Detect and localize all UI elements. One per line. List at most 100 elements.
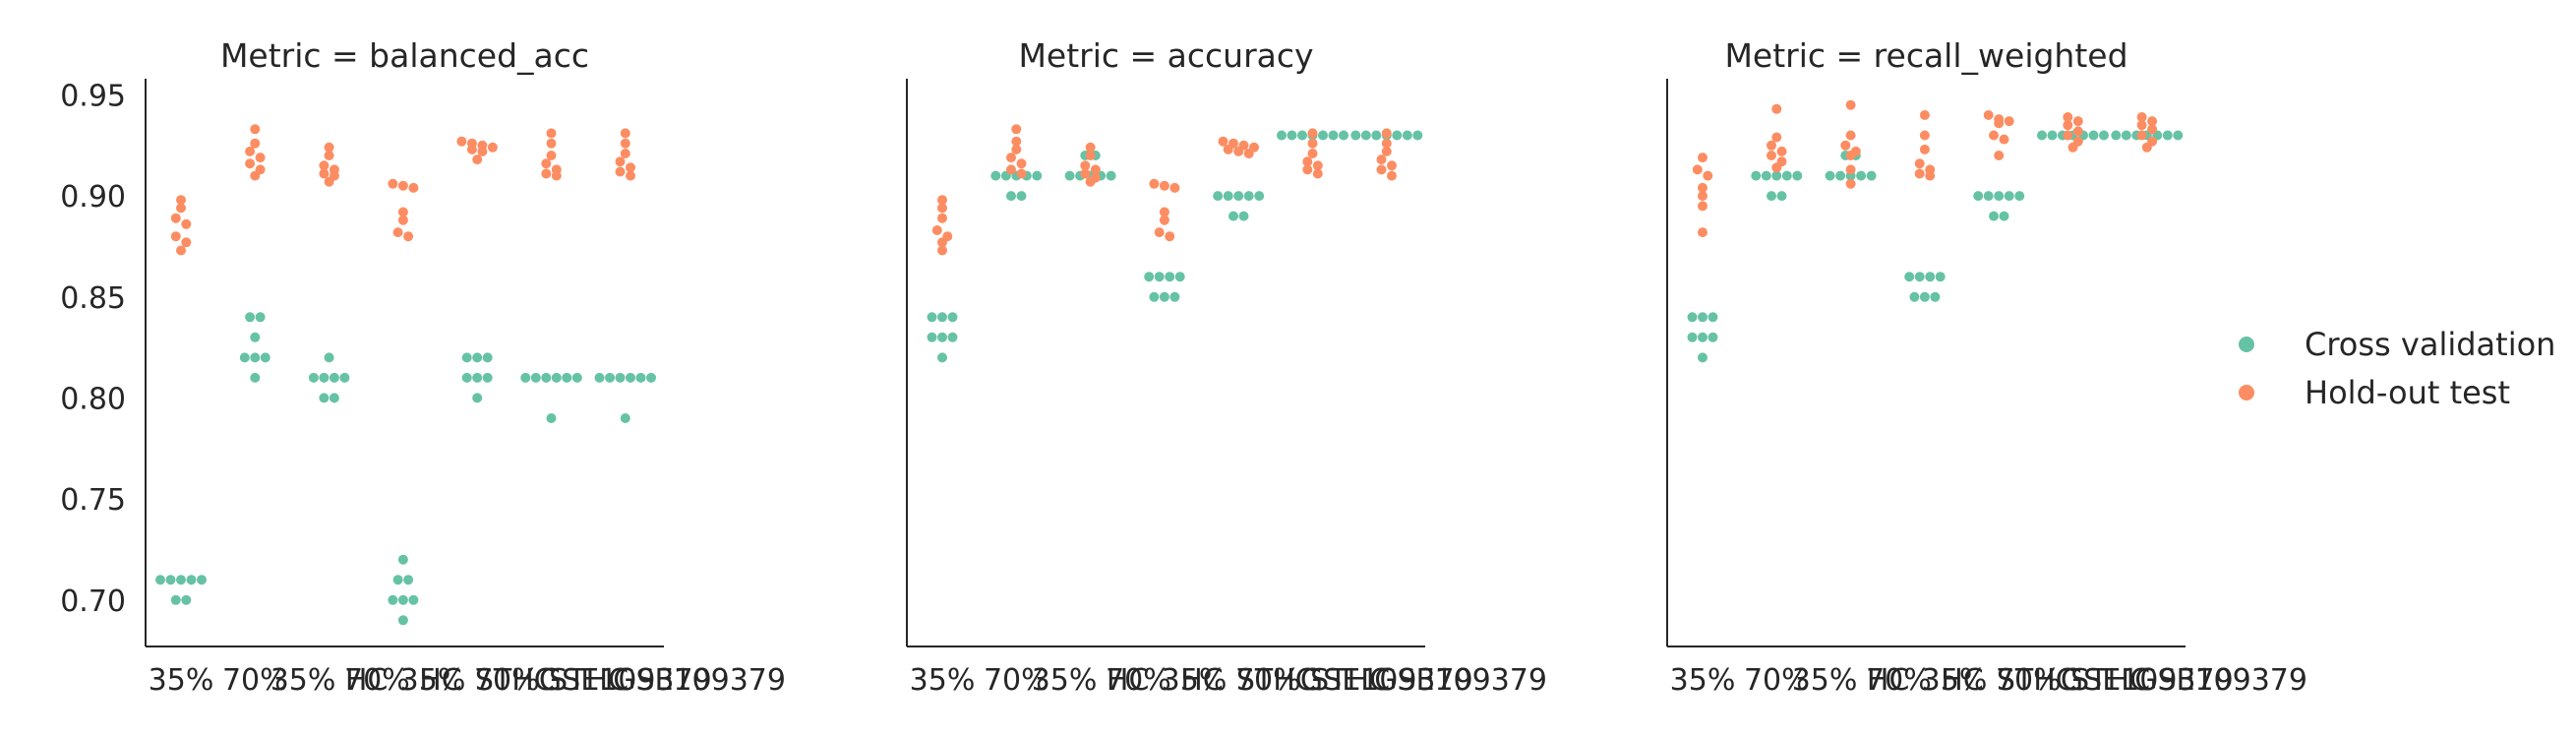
hold-out-test-category-4 xyxy=(1914,110,1936,181)
hold-out-test-point xyxy=(1312,168,1323,179)
cross-validation-point xyxy=(1989,211,1999,221)
cross-validation-point xyxy=(520,372,531,383)
hold-out-test-point xyxy=(1698,153,1707,163)
cross-validation-point xyxy=(482,352,493,363)
legend-label-cross-validation: Cross validation xyxy=(2305,326,2555,363)
hold-out-test-category-6 xyxy=(1302,128,1323,179)
cross-validation-point xyxy=(546,413,557,423)
cross-validation-point xyxy=(260,352,270,363)
x-tick-label-gse109379: GSE109379 xyxy=(539,663,712,698)
cross-validation-point xyxy=(635,372,646,383)
hold-out-test-point xyxy=(1994,151,2005,160)
cross-validation-category-7 xyxy=(2111,130,2184,141)
hold-out-test-point xyxy=(931,225,942,235)
cross-validation-point xyxy=(1904,272,1915,282)
hold-out-test-category-3 xyxy=(1080,142,1101,187)
x-tick-label-70-hc: 70% HC xyxy=(1106,663,1224,698)
hold-out-test-point xyxy=(626,170,635,181)
hold-out-test-point xyxy=(324,176,334,187)
hold-out-test-category-1 xyxy=(1692,153,1713,238)
cross-validation-point xyxy=(155,575,165,585)
hold-out-test-point xyxy=(551,170,562,181)
cross-validation-point xyxy=(551,372,562,383)
cross-validation-point xyxy=(1935,272,1946,282)
x-tick-label-gse109379: GSE109379 xyxy=(1300,663,1473,698)
cross-validation-point xyxy=(461,372,472,383)
cross-validation-point xyxy=(1866,170,1877,181)
cross-validation-point xyxy=(646,372,656,383)
hold-out-test-point xyxy=(477,146,488,156)
cross-validation-point xyxy=(1106,170,1116,181)
hold-out-test-point xyxy=(1085,142,1096,153)
x-tick-label-35-hc: 35% HC xyxy=(1792,663,1910,698)
hold-out-test-point xyxy=(1698,182,1707,193)
cross-validation-point xyxy=(1994,191,2005,202)
cross-validation-point xyxy=(1767,191,1776,202)
hold-out-test-point xyxy=(245,146,256,156)
hold-out-test-point xyxy=(2136,120,2147,131)
hold-out-test-point xyxy=(615,166,626,177)
panels-layer: Metric = balanced_acc 0.70 0.75 0.80 0.85 0.9… xyxy=(60,36,2307,698)
cross-validation-point xyxy=(165,575,176,585)
x-tick-label-35-sthc: 35% STHC xyxy=(1162,663,1316,698)
hold-out-test-category-5 xyxy=(1218,136,1259,158)
cross-validation-category-5 xyxy=(1973,191,2025,221)
x-tick-label-70: 70% xyxy=(984,663,1049,698)
cross-validation-point xyxy=(1856,170,1867,181)
cross-validation-point xyxy=(319,372,329,383)
hold-out-test-point xyxy=(1381,128,1392,139)
x-tick-label-70-sthc: 70% STHC xyxy=(1235,663,1390,698)
hold-out-test-point xyxy=(1845,178,1856,189)
cross-validation-point xyxy=(461,352,472,363)
cross-validation-point xyxy=(594,372,605,383)
hold-out-test-point xyxy=(2072,126,2083,137)
cross-validation-category-4 xyxy=(1144,272,1185,302)
hold-out-test-point xyxy=(2136,112,2147,122)
hold-out-test-point xyxy=(620,149,630,158)
hold-out-test-point xyxy=(1767,151,1776,160)
hold-out-test-point xyxy=(397,207,408,217)
cross-validation-category-1 xyxy=(927,312,958,363)
cross-validation-point xyxy=(1930,291,1941,302)
panel-title: Metric = recall_weighted xyxy=(1724,36,2127,75)
cross-validation-point xyxy=(1914,272,1925,282)
cross-validation-point xyxy=(1698,312,1707,323)
hold-out-test-point xyxy=(1218,136,1228,147)
hold-out-test-point xyxy=(466,144,477,154)
hold-out-test-category-5 xyxy=(456,136,498,165)
x-tick-label-35-hc: 35% HC xyxy=(270,663,389,698)
cross-validation-point xyxy=(1698,332,1707,342)
cross-validation-point xyxy=(1999,211,2009,221)
hold-out-test-point xyxy=(472,154,483,165)
cross-validation-category-6 xyxy=(520,372,582,423)
hold-out-test-category-4 xyxy=(1149,178,1180,242)
hold-out-test-point xyxy=(250,138,261,149)
hold-out-test-point xyxy=(615,156,626,167)
hold-out-test-point xyxy=(1080,160,1091,171)
cross-validation-point xyxy=(615,372,626,383)
cross-validation-point xyxy=(176,575,186,585)
y-tick-label: 0.80 xyxy=(60,382,126,416)
cross-validation-point xyxy=(1687,312,1698,323)
y-tick-label: 0.70 xyxy=(60,584,126,619)
cross-validation-category-4 xyxy=(388,554,419,626)
cross-validation-point xyxy=(2173,130,2184,141)
hold-out-test-point xyxy=(541,168,552,179)
cross-validation-point xyxy=(1687,332,1698,342)
hold-out-test-point xyxy=(1703,170,1713,181)
cross-validation-point xyxy=(1154,272,1165,282)
cross-validation-point xyxy=(2121,130,2131,141)
hold-out-test-category-2 xyxy=(1767,103,1787,173)
cross-validation-point xyxy=(1776,191,1787,202)
cross-validation-category-6 xyxy=(2037,130,2109,141)
cross-validation-category-4 xyxy=(1904,272,1946,302)
hold-out-test-point xyxy=(1302,164,1313,175)
hold-out-test-point xyxy=(1149,178,1160,189)
hold-out-test-point xyxy=(1914,168,1925,179)
hold-out-test-point xyxy=(1302,156,1313,167)
hold-out-test-point xyxy=(1016,168,1027,179)
hold-out-test-point xyxy=(1223,144,1233,154)
hold-out-test-point xyxy=(1006,153,1016,163)
cross-validation-point xyxy=(1339,130,1348,141)
hold-out-test-point xyxy=(255,153,266,163)
